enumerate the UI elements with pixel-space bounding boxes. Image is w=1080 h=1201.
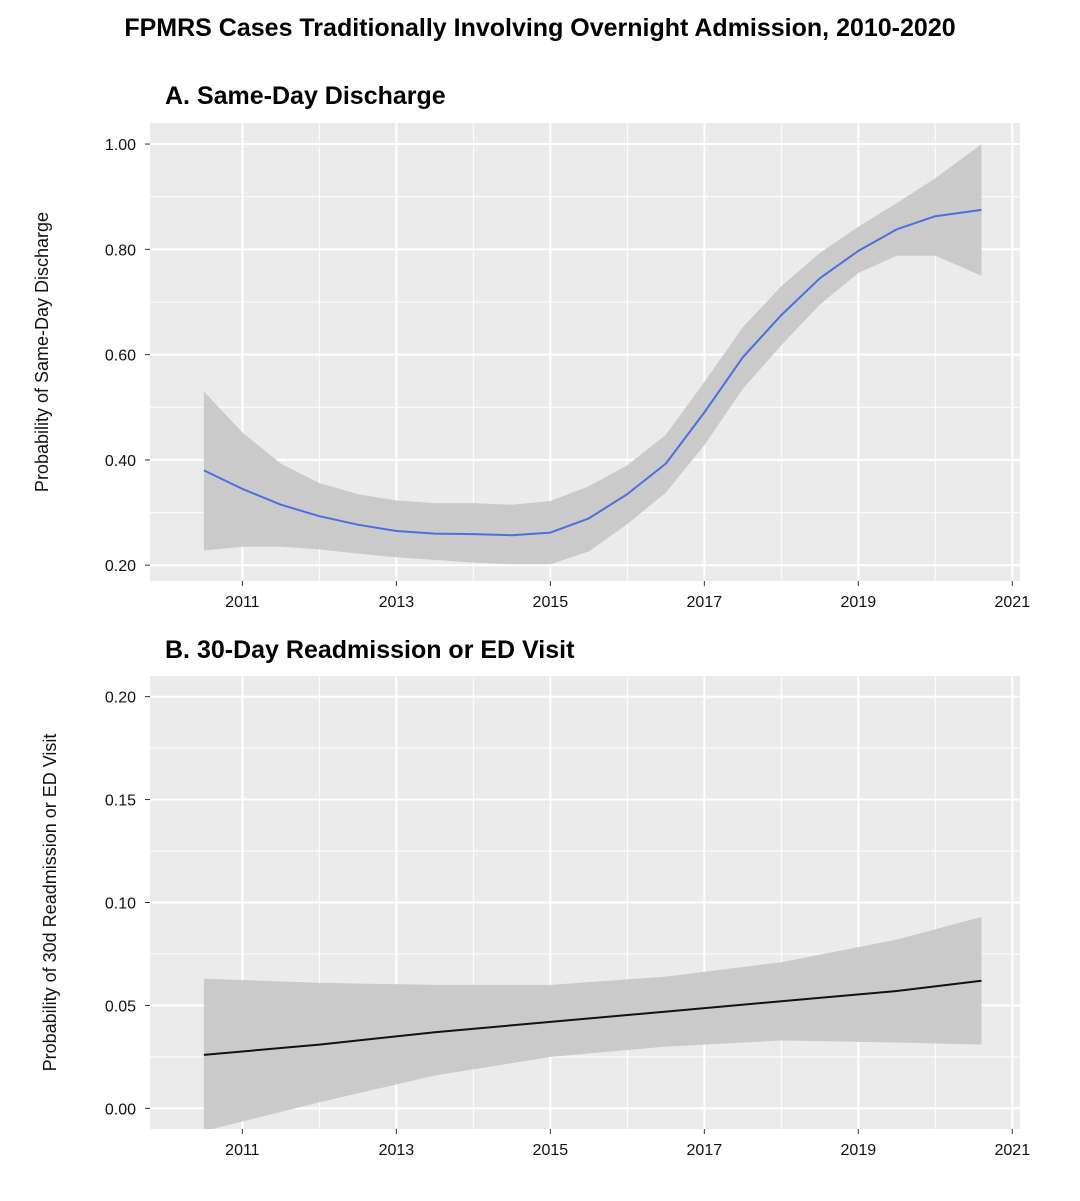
x-tick-label: 2019 bbox=[841, 594, 877, 611]
x-tick-label: 2013 bbox=[379, 1142, 415, 1159]
confidence-band-readmission bbox=[203, 916, 982, 1129]
x-tick-label: 2011 bbox=[225, 1142, 260, 1159]
y-tick-label: 0.60 bbox=[105, 348, 136, 365]
fit-line-readmission bbox=[203, 979, 982, 1056]
y-tick-label: 0.80 bbox=[105, 242, 136, 259]
x-tick-label: 2019 bbox=[841, 1142, 877, 1159]
y-tick-label: 1.00 bbox=[105, 137, 136, 154]
x-tick-label: 2011 bbox=[225, 594, 260, 611]
fit-line-same-day bbox=[203, 208, 982, 537]
x-tick-label: 2021 bbox=[995, 594, 1031, 611]
y-tick-label: 0.00 bbox=[105, 1101, 136, 1118]
y-tick-label: 0.40 bbox=[105, 453, 136, 470]
x-tick-label: 2017 bbox=[687, 1142, 723, 1159]
y-axis-label-readmission: Probability of 30d Readmission or ED Vis… bbox=[40, 734, 60, 1072]
x-tick-label: 2021 bbox=[995, 1142, 1031, 1159]
confidence-band-same-day bbox=[203, 144, 982, 565]
figure-title: FPMRS Cases Traditionally Involving Over… bbox=[124, 14, 956, 42]
y-tick-label: 0.10 bbox=[105, 896, 136, 913]
x-tick-label: 2015 bbox=[533, 1142, 569, 1159]
panel-b-title: B. 30-Day Readmission or ED Visit bbox=[165, 636, 575, 664]
x-tick-label: 2015 bbox=[533, 594, 569, 611]
x-tick-label: 2017 bbox=[687, 594, 723, 611]
panel-a-title: A. Same-Day Discharge bbox=[165, 82, 446, 110]
y-axis-label-same-day: Probability of Same-Day Discharge bbox=[32, 212, 52, 492]
y-tick-label: 0.05 bbox=[105, 998, 136, 1015]
y-tick-label: 0.20 bbox=[105, 558, 136, 575]
x-tick-label: 2013 bbox=[379, 594, 415, 611]
y-tick-label: 0.15 bbox=[105, 793, 136, 810]
y-tick-label: 0.20 bbox=[105, 690, 136, 707]
